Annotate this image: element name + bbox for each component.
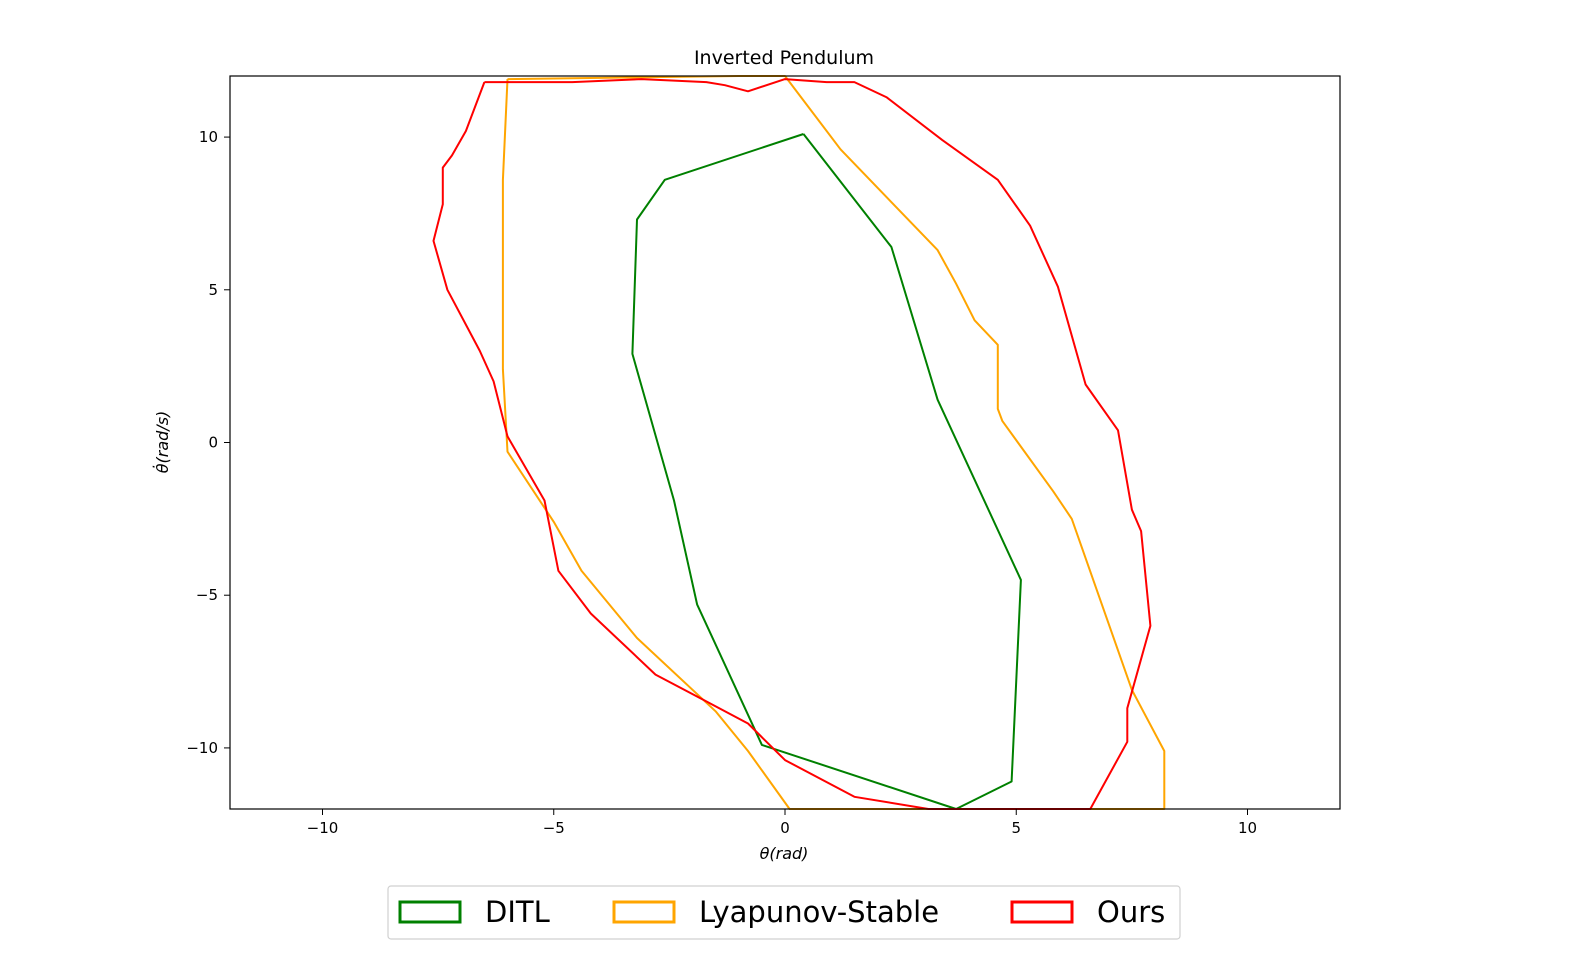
x-tick-label: 5: [1011, 819, 1021, 837]
legend-swatch-lyapunov: [612, 900, 676, 924]
series-layer: [432, 75, 1166, 810]
legend-swatch-ours: [1010, 900, 1074, 924]
x-axis-label: θ(rad): [760, 844, 809, 863]
y-axis-label: θ̇(rad/s): [153, 411, 172, 474]
x-tick-label: −5: [543, 819, 565, 837]
y-tick-label: 5: [208, 281, 218, 299]
x-tick-label: 10: [1238, 819, 1257, 837]
chart-title: Inverted Pendulum: [694, 47, 874, 69]
legend-label-ours: Ours: [1097, 895, 1165, 929]
x-axis-ticks: −10 −5 0 5 10: [307, 809, 1257, 837]
y-axis-ticks: −10 −5 0 5 10: [186, 128, 230, 757]
legend-label-lyapunov: Lyapunov-Stable: [699, 895, 939, 929]
y-tick-label: −10: [186, 739, 218, 757]
y-tick-label: 10: [199, 128, 218, 146]
legend-frame: [387, 885, 1181, 940]
y-tick-label: 0: [208, 434, 218, 452]
legend-swatch-ditl: [398, 900, 462, 924]
x-tick-label: 0: [780, 819, 790, 837]
series-line-ours: [432, 78, 1152, 810]
x-tick-label: −10: [307, 819, 339, 837]
legend-label-ditl: DITL: [485, 895, 550, 929]
y-tick-label: −5: [196, 586, 218, 604]
series-line-ditl: [631, 133, 1022, 810]
legend: DITL Lyapunov-Stable Ours: [387, 885, 1181, 940]
